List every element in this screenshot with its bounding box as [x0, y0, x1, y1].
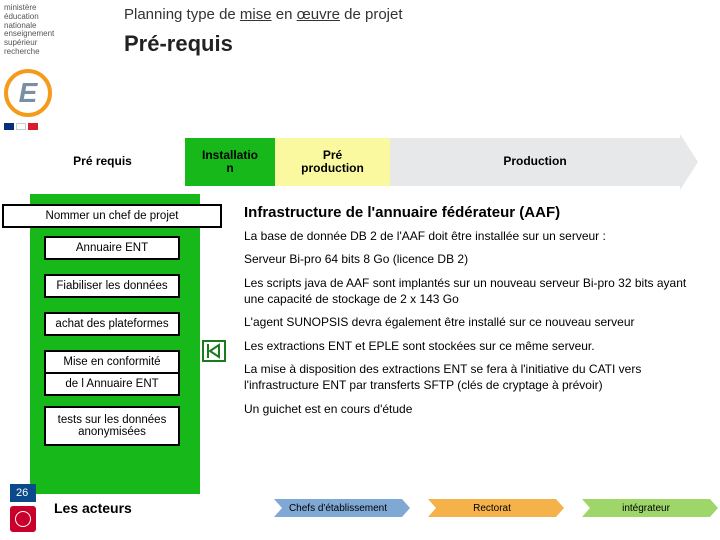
- footer-title: Les acteurs: [54, 500, 132, 516]
- task-box: achat des plateformes: [44, 312, 180, 336]
- content-para: Les extractions ENT et EPLE sont stockée…: [244, 339, 702, 355]
- logo-block: ministère éducation nationale enseigneme…: [0, 0, 120, 130]
- task-box: Nommer un chef de projet: [2, 204, 222, 228]
- task-box: Annuaire ENT: [44, 236, 180, 260]
- ministry-text: ministère éducation nationale enseigneme…: [4, 4, 120, 57]
- arrow-head-icon: [680, 134, 698, 190]
- phase-prerequis: Pré requis: [20, 138, 185, 186]
- footer: 26 Les acteurs Chefs d'établissement Rec…: [0, 484, 720, 532]
- footer-btn-integrateur[interactable]: intégrateur: [582, 499, 710, 517]
- tasks-column: Nommer un chef de projet Annuaire ENT Fi…: [0, 198, 230, 454]
- phase-arrow: Pré requis Installatio n Pré production …: [20, 138, 700, 192]
- task-box: Fiabiliser les données: [44, 274, 180, 298]
- phase-preproduction: Pré production: [275, 138, 390, 186]
- content-para: Serveur Bi-pro 64 bits 8 Go (licence DB …: [244, 252, 702, 268]
- content-heading: Infrastructure de l'annuaire fédérateur …: [244, 204, 702, 221]
- content-para: Un guichet est en cours d'étude: [244, 402, 702, 418]
- phase-production: Production: [390, 138, 680, 186]
- footer-badge-icon: [10, 506, 36, 532]
- slide-subtitle: Pré-requis: [124, 31, 700, 57]
- content-para: La base de donnée DB 2 de l'AAF doit êtr…: [244, 229, 702, 245]
- content-column: Infrastructure de l'annuaire fédérateur …: [230, 198, 720, 454]
- footer-btn-chefs[interactable]: Chefs d'établissement: [274, 499, 402, 517]
- task-box: tests sur les données anonymisées: [44, 406, 180, 446]
- footer-btn-rectorat[interactable]: Rectorat: [428, 499, 556, 517]
- content-para: Les scripts java de AAF sont implantés s…: [244, 276, 702, 307]
- content-para: La mise à disposition des extractions EN…: [244, 362, 702, 393]
- phase-installation: Installatio n: [185, 138, 275, 186]
- slide-title: Planning type de mise en œuvre de projet: [124, 6, 700, 23]
- logo-e: E: [4, 69, 52, 117]
- flag-icon: [4, 123, 120, 130]
- task-box: Mise en conformité: [44, 350, 180, 374]
- page-number: 26: [10, 484, 36, 502]
- content-para: L'agent SUNOPSIS devra également être in…: [244, 315, 702, 331]
- task-box: de l Annuaire ENT: [44, 372, 180, 396]
